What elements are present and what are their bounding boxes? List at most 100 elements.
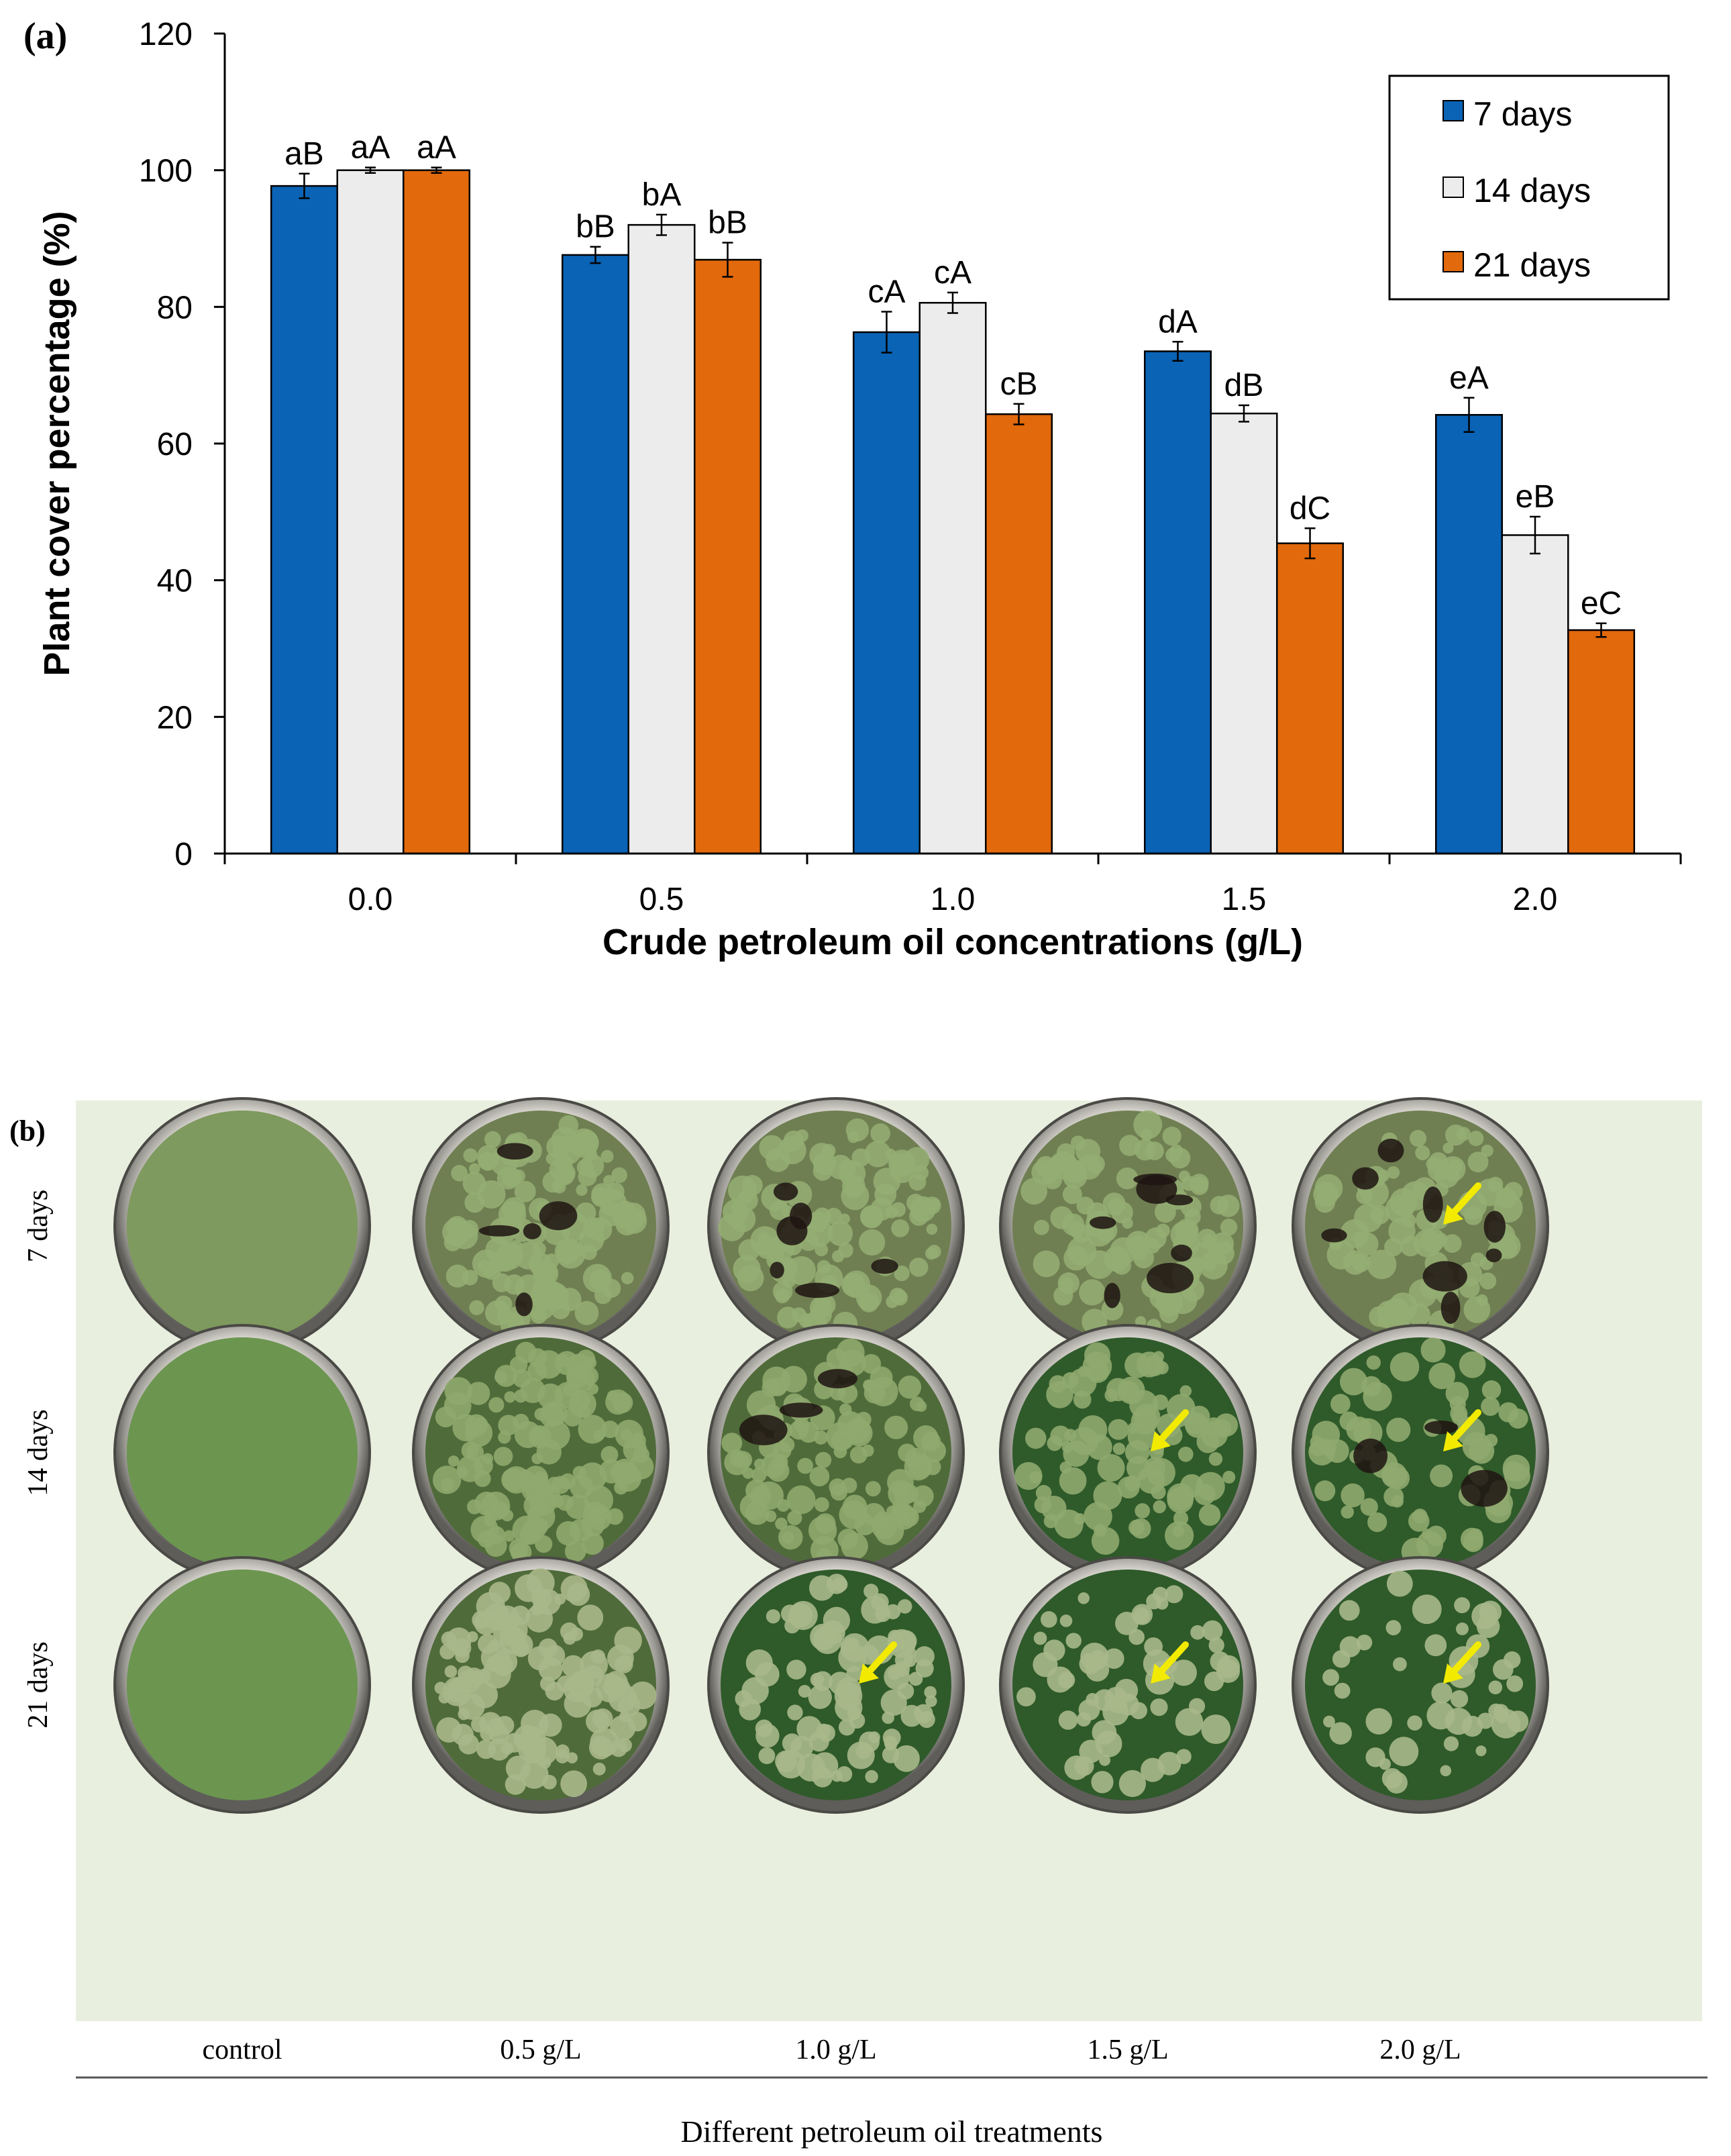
plant-patch <box>556 1744 570 1759</box>
plant-patch <box>584 1356 597 1370</box>
plant-patch <box>863 1584 879 1599</box>
plant-patch <box>611 1167 627 1184</box>
legend-label-7-days: 7 days <box>1473 95 1572 133</box>
plant-patch <box>1201 1714 1231 1745</box>
plant-patch <box>894 1265 910 1282</box>
plant-patch <box>1454 1597 1471 1614</box>
plant-patch <box>1043 1170 1062 1190</box>
plant-patch <box>1208 1637 1224 1653</box>
plant-patch <box>1442 1234 1462 1253</box>
plant-patch <box>594 1286 612 1304</box>
plant-patch <box>810 1303 832 1326</box>
petri-dish <box>999 1556 1257 1814</box>
bar-14-days-0.0 <box>336 169 405 855</box>
significance-label: cA <box>934 255 972 291</box>
plant-patch <box>762 1366 791 1395</box>
plant-patch <box>472 1610 490 1629</box>
plant-patch <box>854 1514 876 1536</box>
plant-patch <box>541 1420 570 1450</box>
plant-patch <box>577 1604 604 1631</box>
plant-patch <box>925 1695 937 1707</box>
plant-patch <box>893 1745 920 1772</box>
plant-patch <box>1145 1238 1161 1254</box>
plant-patch <box>786 1485 816 1515</box>
oil-blot <box>1422 1186 1443 1223</box>
y-axis-title: Plant cover percentage (%) <box>37 211 77 676</box>
plant-patch <box>1367 1512 1387 1533</box>
plant-patch <box>817 1724 835 1742</box>
plant-patch <box>882 1746 900 1763</box>
column-label: 0.5 g/L <box>500 2035 581 2065</box>
plant-patch <box>841 1532 868 1560</box>
plant-patch <box>1356 1634 1373 1651</box>
plant-patch <box>829 1384 847 1401</box>
significance-label: eA <box>1449 360 1489 396</box>
plant-patch <box>576 1159 594 1176</box>
plant-patch <box>534 1350 563 1379</box>
plant-patch <box>1078 1592 1090 1604</box>
plant-patch <box>1389 1737 1419 1767</box>
plant-patch <box>1216 1659 1241 1684</box>
plant-patch <box>1476 1614 1500 1638</box>
plant-patch <box>512 1169 525 1183</box>
oil-blot <box>1146 1262 1194 1294</box>
plant-patch <box>826 1422 855 1451</box>
plant-patch <box>1059 1614 1073 1627</box>
significance-label: dB <box>1224 368 1264 403</box>
plant-patch <box>510 1543 528 1561</box>
plant-patch <box>1386 1570 1413 1597</box>
plant-patch <box>1184 1209 1201 1225</box>
plant-patch <box>1129 1519 1145 1536</box>
petri-dish <box>999 1324 1257 1582</box>
plant-patch <box>775 1517 788 1531</box>
plant-patch <box>551 1127 578 1153</box>
plant-patch <box>550 1494 564 1508</box>
plant-patch <box>474 1491 499 1516</box>
plant-patch <box>721 1433 743 1453</box>
plant-patch <box>580 1512 605 1537</box>
plant-patch <box>545 1682 564 1701</box>
plant-patch <box>1095 1730 1122 1757</box>
plant-patch <box>554 1164 575 1186</box>
plant-patch <box>811 1752 839 1780</box>
plant-patch <box>757 1232 770 1244</box>
plant-patch <box>1175 1708 1204 1736</box>
plant-patch <box>1211 1232 1235 1255</box>
plant-patch <box>841 1478 857 1494</box>
plant-patch <box>887 1469 914 1496</box>
plant-patch <box>1332 1649 1351 1668</box>
plant-patch <box>791 1307 806 1323</box>
plant-patch <box>900 1704 923 1727</box>
plant-patch <box>604 1670 628 1695</box>
plant-patch <box>620 1202 646 1228</box>
plant-patch <box>1323 1715 1335 1728</box>
oil-blot <box>779 1402 823 1418</box>
petri-dish <box>113 1097 371 1355</box>
plant-patch <box>737 1190 758 1211</box>
plant-patch <box>1099 1754 1111 1766</box>
plant-patch <box>1108 1419 1129 1440</box>
plant-patch <box>1162 1126 1182 1146</box>
plant-patch <box>1387 1166 1400 1179</box>
plant-patch <box>1424 1634 1447 1657</box>
plant-patch <box>1459 1351 1486 1378</box>
yellow-arrow-icon <box>1443 1182 1481 1225</box>
plant-patch <box>875 1606 891 1623</box>
plant-patch <box>778 1525 803 1550</box>
plant-patch <box>914 1646 935 1667</box>
plant-patch <box>741 1677 769 1704</box>
plant-patch <box>515 1574 543 1602</box>
plant-patch <box>444 1377 473 1405</box>
column-label: 1.5 g/L <box>1087 2035 1168 2065</box>
plant-patch <box>890 1202 906 1217</box>
plant-patch <box>1085 1250 1114 1279</box>
plant-patch <box>891 1219 910 1237</box>
petri-dish <box>707 1324 965 1582</box>
plant-patch <box>1381 1462 1408 1488</box>
plant-patch <box>797 1457 814 1474</box>
treatment-axis-title: Different petroleum oil treatments <box>681 2114 1103 2149</box>
oil-blot <box>1377 1138 1404 1163</box>
plant-patch <box>620 1655 632 1667</box>
bar-7-days-2.0 <box>1434 413 1503 855</box>
petri-dish <box>707 1556 965 1814</box>
